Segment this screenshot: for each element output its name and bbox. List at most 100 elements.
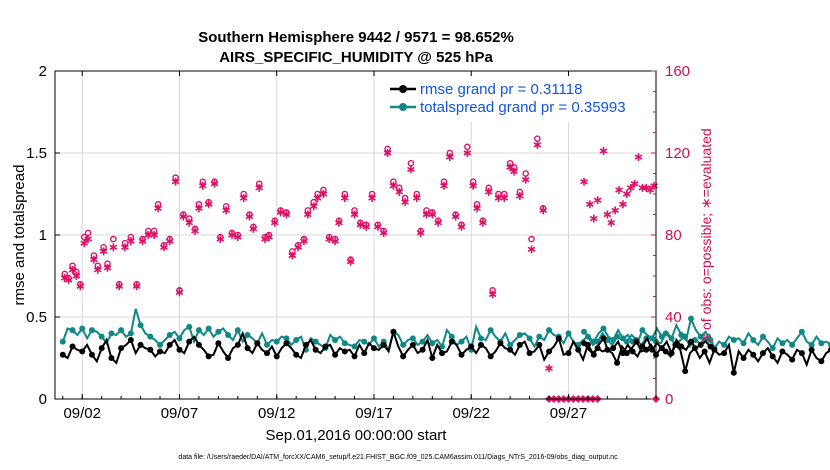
obs-evaluated-marker — [510, 167, 518, 176]
legend: rmse grand pr = 0.31118 totalspread gran… — [386, 76, 652, 122]
obs-evaluated-stroke — [210, 181, 219, 187]
rmse-point — [69, 343, 76, 350]
rmse-point — [59, 351, 66, 358]
totalspread-point — [341, 340, 348, 347]
obs-evaluated-marker — [585, 200, 594, 209]
obs-evaluated-stroke — [150, 232, 159, 238]
obs-evaluated-stroke — [395, 189, 404, 195]
obs-evaluated-stroke — [533, 142, 542, 148]
obs-evaluated-marker — [622, 190, 631, 198]
obs-evaluated-marker — [539, 206, 548, 215]
rmse-point — [409, 341, 416, 348]
obs-evaluated-marker — [416, 228, 425, 237]
x-tick-label: 09/17 — [355, 405, 393, 422]
rmse-point — [195, 341, 202, 348]
obs-evaluated-stroke — [103, 265, 112, 271]
obs-evaluated-marker — [115, 282, 124, 291]
obs-evaluated-marker — [484, 187, 493, 196]
totalspread-point — [293, 336, 300, 343]
totalspread-point — [59, 338, 66, 345]
obs-evaluated-stroke — [335, 220, 343, 226]
totalspread-point — [351, 343, 358, 350]
obs-evaluated-stroke — [356, 222, 365, 228]
rmse-point — [658, 345, 665, 352]
obs-evaluated-marker — [412, 194, 421, 203]
obs-evaluated-stroke — [132, 283, 141, 289]
rmse-point — [157, 348, 164, 355]
totalspread-point — [779, 340, 786, 347]
obs-evaluated-stroke — [249, 226, 258, 232]
obs-evaluated-stroke — [379, 230, 388, 236]
totalspread-point — [409, 335, 416, 342]
totalspread-point — [649, 335, 656, 342]
obs-evaluated-stroke — [479, 220, 487, 226]
rmse-point — [225, 355, 232, 361]
rmse-point — [610, 345, 617, 352]
totalspread-point — [707, 336, 714, 343]
obs-evaluated-marker — [434, 218, 443, 227]
y-tick-label-left: 1 — [39, 227, 47, 244]
totalspread-point — [477, 335, 484, 342]
obs-evaluated-stroke — [331, 238, 339, 244]
obs-evaluated-stroke — [368, 195, 376, 201]
obs-evaluated-marker — [121, 243, 129, 252]
rmse-point — [234, 341, 241, 348]
obs-evaluated-stroke — [434, 220, 443, 226]
rmse-line — [62, 328, 830, 374]
totalspread-point — [581, 328, 588, 335]
rmse-point — [322, 343, 329, 350]
rmse-point — [137, 341, 144, 348]
obs-evaluated-marker — [64, 276, 73, 285]
rmse-point — [88, 351, 95, 358]
obs-evaluated-stroke — [303, 211, 312, 218]
obs-evaluated-marker — [335, 218, 343, 227]
obs-evaluated-stroke — [179, 213, 188, 220]
obs-evaluated-marker — [294, 243, 303, 252]
obs-evaluated-stroke — [350, 211, 359, 218]
totalspread-point — [516, 332, 523, 339]
rmse-point — [118, 345, 125, 352]
y-tick-label-right: 160 — [665, 63, 690, 80]
obs-evaluated-marker — [288, 251, 297, 260]
obs-evaluated-marker — [84, 235, 92, 244]
rmse-point — [546, 348, 553, 355]
totalspread-point — [697, 333, 704, 340]
x-axis-label: Sep.01,2016 00:00:00 start — [266, 427, 448, 444]
obs-evaluated-stroke — [228, 232, 236, 238]
obs-evaluated-stroke — [619, 201, 627, 207]
totalspread-point — [590, 338, 597, 345]
obs-evaluated-stroke — [84, 236, 92, 242]
obs-possible-marker — [110, 235, 117, 243]
obs-evaluated-marker — [222, 206, 231, 215]
totalspread-point — [565, 330, 572, 337]
y-axis-label-right: # of obs: o=possible; ∗=evaluated — [698, 128, 714, 341]
rmse-point — [526, 350, 533, 357]
obs-evaluated-stroke — [121, 244, 129, 250]
legend-spread-label: totalspread grand pr = 0.35993 — [420, 99, 626, 116]
totalspread-point — [730, 336, 737, 343]
x-tick-label: 09/22 — [452, 405, 490, 422]
obs-evaluated-marker — [545, 364, 553, 373]
rmse-point — [400, 353, 407, 360]
obs-evaluated-stroke — [510, 168, 518, 175]
obs-evaluated-stroke — [593, 197, 602, 203]
rmse-point — [721, 350, 728, 357]
obs-evaluated-marker — [368, 194, 376, 203]
obs-evaluated-marker — [319, 190, 328, 198]
obs-evaluated-marker — [615, 185, 623, 194]
obs-evaluated-marker — [216, 235, 225, 244]
obs-evaluated-marker — [619, 200, 627, 209]
rmse-point — [390, 328, 397, 335]
obs-evaluated-stroke — [346, 258, 355, 265]
totalspread-point — [759, 333, 766, 340]
totalspread-point — [439, 343, 446, 350]
legend-spread-marker — [399, 103, 407, 111]
totalspread-point — [166, 332, 173, 339]
obs-evaluated-marker — [204, 200, 213, 209]
obs-evaluated-marker — [80, 239, 89, 248]
totalspread-point — [118, 327, 125, 334]
y-tick-label-right: 0 — [665, 391, 673, 408]
y-tick-label-left: 1.5 — [26, 145, 47, 162]
obs-evaluated-marker — [463, 149, 472, 157]
rmse-point — [808, 346, 815, 353]
